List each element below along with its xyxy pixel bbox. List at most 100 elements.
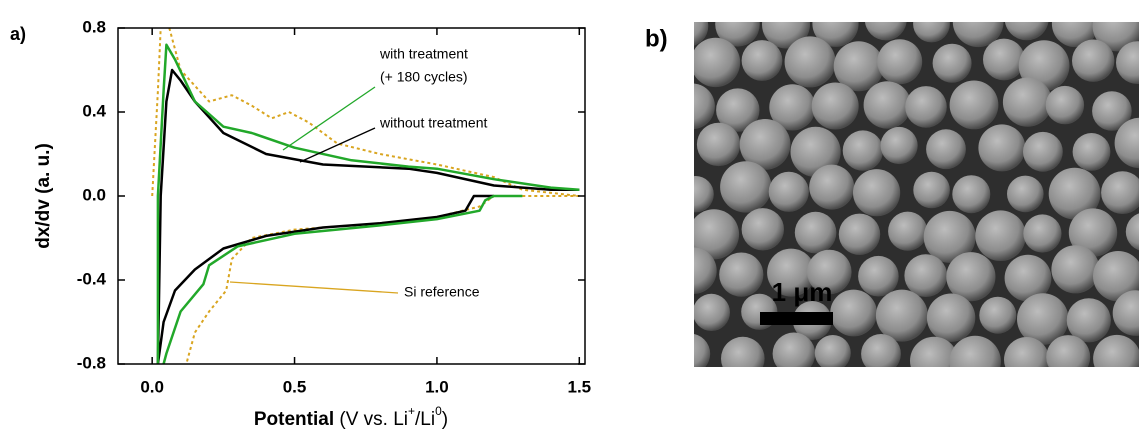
particle <box>983 38 1025 81</box>
x-label-main: Potential <box>254 409 334 430</box>
particle <box>1051 245 1100 294</box>
particle <box>807 249 852 295</box>
particle <box>926 129 966 170</box>
y-tick-label: -0.8 <box>77 353 106 372</box>
particle <box>863 81 911 129</box>
particle <box>905 86 947 128</box>
x-tick-label: 0.0 <box>140 377 164 396</box>
particle <box>880 126 918 165</box>
particle <box>1114 117 1139 169</box>
panel-label: a) <box>10 24 26 44</box>
particle <box>694 22 709 46</box>
particle <box>741 40 783 81</box>
particle <box>975 210 1026 261</box>
particle <box>864 22 907 41</box>
leader-line <box>299 127 376 163</box>
particle <box>769 84 816 131</box>
particle <box>952 22 1004 48</box>
panel-label: b) <box>645 25 668 52</box>
particle <box>1023 214 1062 253</box>
particle <box>913 171 950 209</box>
particle <box>794 211 837 254</box>
particle <box>904 254 948 297</box>
particle <box>814 335 851 367</box>
particle <box>1092 91 1132 131</box>
particle <box>1072 39 1115 82</box>
particle <box>853 169 901 217</box>
particle <box>842 130 884 171</box>
particle <box>838 213 881 255</box>
particle <box>1072 133 1111 171</box>
particle <box>1045 85 1085 125</box>
y-tick-label: -0.4 <box>77 269 107 288</box>
leader-line <box>229 281 399 294</box>
particle <box>858 255 899 297</box>
particle <box>926 293 976 342</box>
x-label-part: 0 <box>435 404 442 418</box>
particle <box>768 171 809 212</box>
particle <box>1017 293 1069 345</box>
particle <box>1023 131 1063 172</box>
particle <box>694 209 740 260</box>
particle <box>949 335 1001 367</box>
particle <box>932 43 972 83</box>
particle <box>694 334 711 367</box>
x-tick-label: 1.5 <box>567 377 591 396</box>
particle <box>877 39 923 85</box>
particle <box>809 164 855 210</box>
series-line <box>156 68 580 364</box>
scale-bar <box>760 312 833 325</box>
x-axis-label: Potential (V vs. Li+/Li0) <box>254 404 448 430</box>
particle <box>1004 22 1049 41</box>
particle <box>694 83 715 130</box>
particle <box>1125 213 1139 251</box>
x-tick-label: 0.5 <box>283 377 307 396</box>
particle <box>1068 208 1118 257</box>
particle <box>1046 335 1091 367</box>
particle <box>888 211 928 251</box>
annotation: Si reference <box>404 284 480 300</box>
annotation: with treatment <box>379 46 468 62</box>
particle <box>1004 254 1052 302</box>
particle <box>978 124 1026 172</box>
particle <box>1066 298 1111 343</box>
sem-image <box>694 22 1139 367</box>
particle <box>784 36 836 88</box>
plot-area <box>151 28 580 364</box>
particle <box>949 80 999 130</box>
particle <box>979 296 1017 334</box>
particle <box>1116 41 1139 84</box>
annotation: without treatment <box>379 115 487 131</box>
y-tick-label: 0.0 <box>82 185 106 204</box>
particle <box>696 122 741 167</box>
particle <box>790 126 841 177</box>
x-label-part: (V vs. Li <box>339 409 408 430</box>
particle <box>1002 77 1053 127</box>
particle <box>1048 167 1101 220</box>
x-label-part: + <box>408 404 415 418</box>
particle <box>694 247 717 294</box>
particle <box>913 22 950 43</box>
particle <box>1093 334 1139 367</box>
x-label-part: /Li <box>415 409 435 430</box>
annotation: (+ 180 cycles) <box>380 69 468 85</box>
particle <box>861 334 901 367</box>
y-tick-label: 0.8 <box>82 17 106 36</box>
leader-line <box>282 86 376 151</box>
particles <box>694 22 1139 367</box>
particle <box>1112 290 1139 336</box>
series-line <box>156 43 580 364</box>
particle <box>739 118 791 170</box>
particle <box>721 336 765 367</box>
particle <box>720 161 772 213</box>
particle <box>923 210 976 263</box>
particle <box>952 175 991 214</box>
scale-bar-label: 1 μm <box>772 277 833 307</box>
particle <box>946 252 996 302</box>
particle <box>772 332 816 367</box>
particle <box>833 41 884 92</box>
particle <box>767 248 816 297</box>
y-axis-label: dx/dv (a. u.) <box>33 143 54 249</box>
particle <box>741 208 784 251</box>
